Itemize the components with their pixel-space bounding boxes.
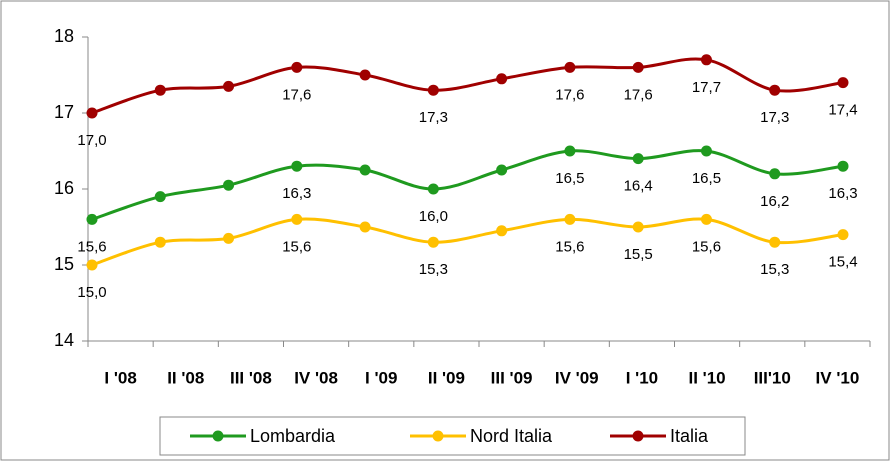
legend-marker <box>212 430 224 442</box>
legend-label: Lombardia <box>250 426 336 446</box>
data-point <box>427 236 439 248</box>
data-point <box>700 145 712 157</box>
value-label: 17,6 <box>624 86 653 103</box>
legend-marker <box>632 430 644 442</box>
data-point <box>359 69 371 81</box>
value-label: 15,3 <box>760 261 789 278</box>
series-line <box>91 217 844 267</box>
data-point <box>86 213 98 225</box>
x-tick-label: III '09 <box>491 368 533 387</box>
data-point <box>291 61 303 73</box>
data-point <box>496 73 508 85</box>
value-label: 17,4 <box>828 102 857 119</box>
x-tick-label: I '08 <box>104 368 136 387</box>
data-point <box>632 153 644 165</box>
x-tick-label: III'10 <box>754 368 791 387</box>
value-label: 17,3 <box>419 109 448 126</box>
series-line <box>91 57 844 115</box>
data-point <box>632 221 644 233</box>
data-point <box>291 213 303 225</box>
value-label: 15,0 <box>77 284 106 301</box>
data-point <box>86 107 98 119</box>
legend-marker <box>432 430 444 442</box>
data-point <box>154 191 166 203</box>
value-label: 15,4 <box>828 254 857 271</box>
data-point <box>564 213 576 225</box>
x-tick-label: II '09 <box>428 368 465 387</box>
x-tick-label: IV '10 <box>816 368 860 387</box>
value-label: 16,3 <box>282 185 311 202</box>
data-point <box>223 179 235 191</box>
data-point <box>769 236 781 248</box>
value-label: 15,6 <box>282 238 311 255</box>
value-label: 15,5 <box>624 246 653 263</box>
value-label: 17,7 <box>692 79 721 96</box>
x-tick-label: III '08 <box>230 368 272 387</box>
data-point <box>837 160 849 172</box>
data-point <box>564 145 576 157</box>
data-point <box>359 164 371 176</box>
x-tick-label: I '09 <box>365 368 397 387</box>
data-point <box>769 84 781 96</box>
data-point <box>496 225 508 237</box>
value-label: 15,3 <box>419 261 448 278</box>
data-point <box>86 259 98 271</box>
value-label: 15,6 <box>692 238 721 255</box>
value-label: 16,4 <box>624 178 653 195</box>
data-point <box>154 84 166 96</box>
data-point <box>291 160 303 172</box>
data-point <box>223 232 235 244</box>
value-label: 15,6 <box>555 238 584 255</box>
value-label: 17,6 <box>555 86 584 103</box>
data-point <box>769 168 781 180</box>
value-label: 16,5 <box>555 170 584 187</box>
x-tick-label: II '10 <box>689 368 726 387</box>
x-tick-label: II '08 <box>167 368 204 387</box>
data-point <box>700 213 712 225</box>
data-point <box>223 80 235 92</box>
series-line <box>91 149 844 221</box>
value-label: 15,6 <box>77 238 106 255</box>
value-label: 16,3 <box>828 185 857 202</box>
data-point <box>359 221 371 233</box>
value-label: 17,6 <box>282 86 311 103</box>
data-point <box>154 236 166 248</box>
value-label: 16,0 <box>419 208 448 225</box>
value-label: 16,2 <box>760 193 789 210</box>
legend-label: Italia <box>670 426 709 446</box>
data-point <box>837 77 849 89</box>
x-tick-label: I '10 <box>626 368 658 387</box>
y-tick-label: 16 <box>54 178 74 198</box>
y-tick-label: 14 <box>54 330 74 350</box>
data-point <box>564 61 576 73</box>
x-tick-label: IV '09 <box>555 368 599 387</box>
value-label: 16,5 <box>692 170 721 187</box>
x-tick-label: IV '08 <box>294 368 338 387</box>
y-tick-label: 17 <box>54 102 74 122</box>
value-label: 17,3 <box>760 109 789 126</box>
data-point <box>427 84 439 96</box>
y-tick-label: 15 <box>54 254 74 274</box>
data-point <box>427 183 439 195</box>
data-point <box>632 61 644 73</box>
data-point <box>496 164 508 176</box>
value-label: 17,0 <box>77 132 106 149</box>
data-point <box>700 54 712 66</box>
legend-label: Nord Italia <box>470 426 553 446</box>
data-point <box>837 229 849 241</box>
y-tick-label: 18 <box>54 26 74 46</box>
